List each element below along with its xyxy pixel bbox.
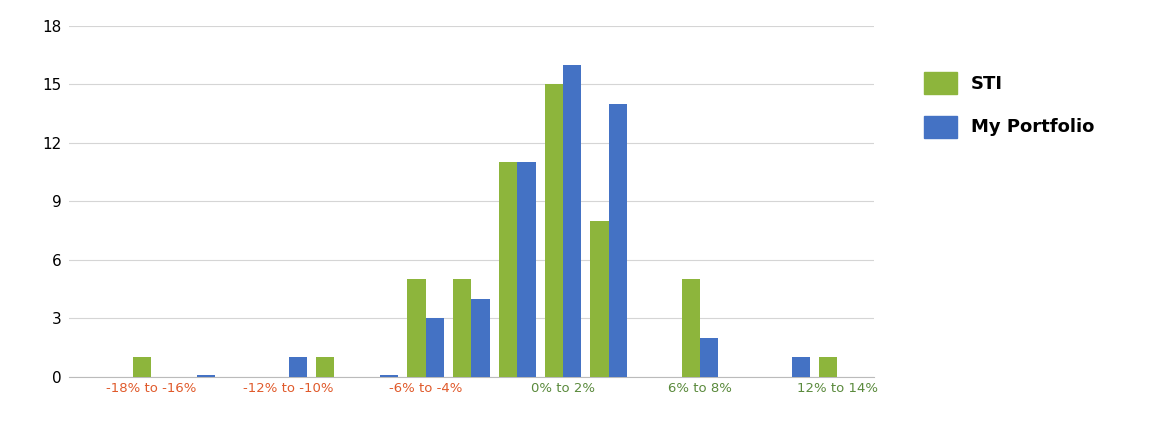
- Bar: [499, 162, 518, 377]
- Bar: [426, 318, 444, 377]
- Legend: STI, My Portfolio: STI, My Portfolio: [915, 63, 1104, 146]
- Bar: [407, 279, 426, 377]
- Bar: [316, 357, 335, 377]
- Bar: [472, 299, 490, 377]
- Bar: [608, 104, 627, 377]
- Bar: [819, 357, 837, 377]
- Bar: [518, 162, 536, 377]
- Bar: [682, 279, 700, 377]
- Bar: [700, 338, 719, 377]
- Bar: [197, 374, 215, 377]
- Bar: [133, 357, 152, 377]
- Bar: [380, 374, 398, 377]
- Bar: [289, 357, 307, 377]
- Bar: [590, 221, 608, 377]
- Bar: [545, 84, 564, 377]
- Bar: [453, 279, 472, 377]
- Bar: [791, 357, 810, 377]
- Bar: [564, 65, 581, 377]
